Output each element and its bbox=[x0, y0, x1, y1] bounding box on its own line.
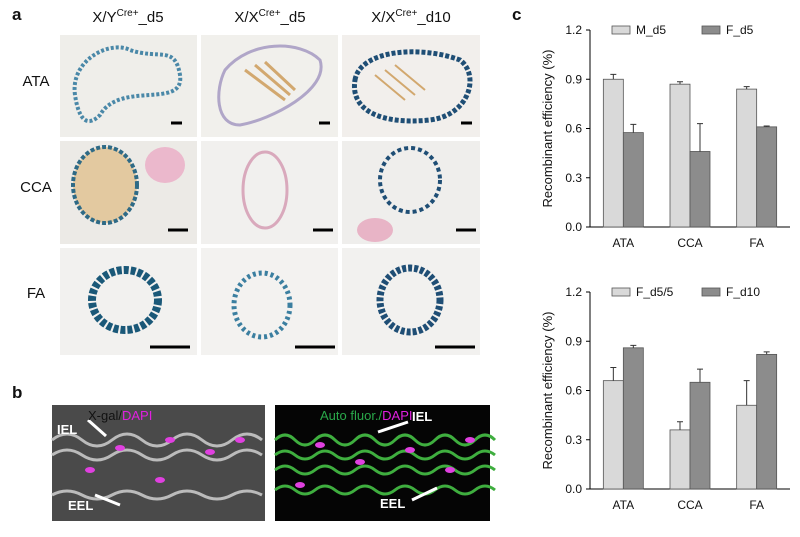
bar bbox=[622, 347, 644, 490]
bar bbox=[602, 78, 624, 228]
bar bbox=[756, 126, 778, 228]
bar bbox=[669, 83, 691, 228]
error-bar bbox=[610, 73, 617, 80]
header-part: _d5 bbox=[280, 9, 306, 26]
bar bbox=[756, 353, 778, 490]
error-bar bbox=[697, 123, 703, 152]
error-bar bbox=[610, 367, 617, 381]
header-part: _d5 bbox=[138, 9, 164, 26]
y-tick-label: 0.6 bbox=[565, 384, 582, 398]
y-tick-label: 0.0 bbox=[565, 482, 582, 496]
legend-label: F_d5/5 bbox=[636, 285, 674, 299]
x-tick-label: CCA bbox=[677, 498, 702, 512]
y-tick-label: 0.9 bbox=[565, 334, 582, 348]
error-bar bbox=[763, 351, 770, 355]
image-title-part: DAPI bbox=[122, 408, 152, 423]
panel-label: b bbox=[12, 383, 22, 402]
image-title-part: X-gal/ bbox=[88, 408, 122, 423]
error-bar bbox=[743, 86, 750, 90]
error-bar bbox=[763, 125, 770, 127]
legend-label: F_d5 bbox=[726, 23, 754, 37]
row-label: ATA bbox=[23, 73, 50, 90]
x-tick-label: FA bbox=[749, 498, 764, 512]
header-part: X/X bbox=[234, 9, 258, 26]
error-bar bbox=[677, 81, 683, 85]
bar bbox=[669, 429, 691, 490]
error-bar bbox=[743, 380, 750, 406]
arrow-label: IEL bbox=[412, 409, 432, 424]
y-axis-title: Recombinant efficiency (%) bbox=[540, 50, 555, 208]
y-tick-label: 0.0 bbox=[565, 220, 582, 234]
legend-swatch bbox=[611, 25, 631, 35]
x-tick-label: FA bbox=[749, 236, 764, 250]
header-part: X/X bbox=[371, 9, 395, 26]
column-header: X/XCre+_d5 bbox=[234, 8, 305, 26]
arrow-label: IEL bbox=[57, 422, 77, 437]
image-title: Auto fluor./DAPI bbox=[320, 408, 413, 423]
bar bbox=[622, 132, 644, 228]
micrograph-grid bbox=[60, 35, 480, 355]
y-tick-label: 1.2 bbox=[565, 285, 582, 299]
panel-label: c bbox=[512, 5, 521, 24]
error-bar bbox=[630, 344, 637, 348]
bar bbox=[689, 381, 711, 490]
legend-swatch bbox=[701, 287, 721, 297]
bar bbox=[736, 88, 758, 228]
image-title-part: DAPI bbox=[382, 408, 412, 423]
y-tick-label: 0.6 bbox=[565, 122, 582, 136]
legend-swatch bbox=[611, 287, 631, 297]
header-sup: Cre+ bbox=[259, 8, 281, 19]
bar bbox=[736, 404, 758, 490]
arrow-label: EEL bbox=[380, 496, 405, 511]
header-part: _d10 bbox=[416, 9, 450, 26]
row-label: FA bbox=[27, 285, 45, 302]
legend-label: F_d10 bbox=[726, 285, 760, 299]
header-sup: Cre+ bbox=[117, 8, 139, 19]
legend-swatch bbox=[701, 25, 721, 35]
image-title-part: Auto fluor./ bbox=[320, 408, 383, 423]
panel-label: a bbox=[12, 5, 22, 24]
y-tick-label: 1.2 bbox=[565, 23, 582, 37]
error-bar bbox=[630, 123, 637, 133]
header-part: X/Y bbox=[92, 9, 116, 26]
bar bbox=[602, 380, 624, 490]
image-title: X-gal/DAPI bbox=[88, 408, 152, 423]
x-tick-label: ATA bbox=[613, 498, 635, 512]
error-bar bbox=[677, 421, 683, 430]
arrow-label: EEL bbox=[68, 498, 93, 513]
error-bar bbox=[697, 368, 703, 383]
bar bbox=[689, 151, 711, 228]
y-axis-title: Recombinant efficiency (%) bbox=[540, 312, 555, 470]
legend-label: M_d5 bbox=[636, 23, 666, 37]
row-label: CCA bbox=[20, 179, 52, 196]
micrograph-pair bbox=[51, 405, 497, 521]
x-tick-label: ATA bbox=[613, 236, 635, 250]
header-sup: Cre+ bbox=[395, 8, 417, 19]
column-header: X/XCre+_d10 bbox=[371, 8, 451, 26]
y-tick-label: 0.9 bbox=[565, 72, 582, 86]
column-header: X/YCre+_d5 bbox=[92, 8, 163, 26]
y-tick-label: 0.3 bbox=[565, 433, 582, 447]
y-tick-label: 0.3 bbox=[565, 171, 582, 185]
x-tick-label: CCA bbox=[677, 236, 702, 250]
